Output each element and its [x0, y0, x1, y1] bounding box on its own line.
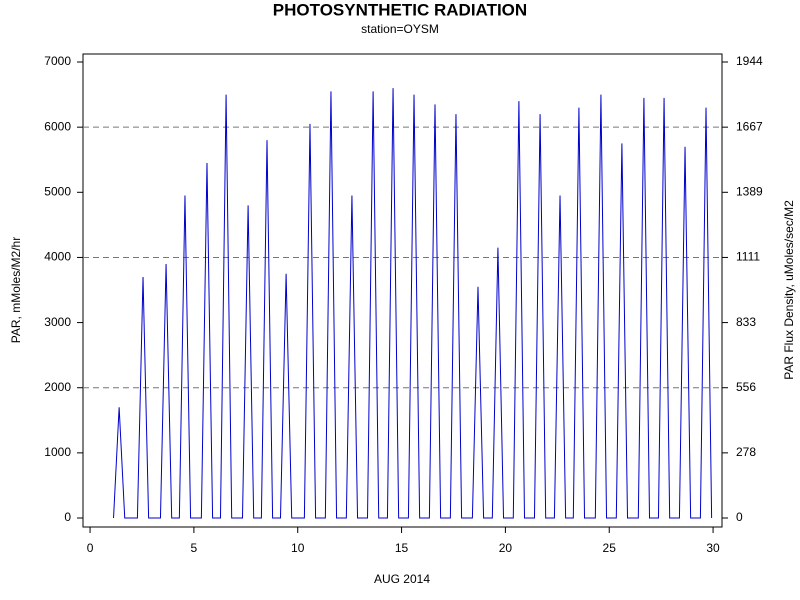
- x-tick-label: 5: [191, 541, 198, 555]
- chart-subtitle: station=OYSM: [361, 22, 439, 36]
- chart-title: PHOTOSYNTHETIC RADIATION: [273, 0, 527, 19]
- y2-tick-label: 1667: [736, 119, 763, 133]
- y-tick-label: 5000: [44, 184, 71, 198]
- x-tick-label: 25: [603, 541, 617, 555]
- y2-tick-label: 0: [736, 510, 743, 524]
- x-tick-label: 20: [499, 541, 513, 555]
- x-axis-label: AUG 2014: [374, 572, 430, 586]
- y-axis-label: PAR, mMoles/M2/hr: [9, 237, 23, 343]
- y2-tick-label: 833: [736, 315, 756, 329]
- x-tick-label: 30: [706, 541, 720, 555]
- x-tick-label: 0: [87, 541, 94, 555]
- y-tick-label: 0: [64, 510, 71, 524]
- y-tick-label: 2000: [44, 380, 71, 394]
- plot-frame: [82, 53, 723, 528]
- y2-tick-label: 556: [736, 380, 756, 394]
- y2-tick-label: 278: [736, 445, 756, 459]
- y2-axis-label: PAR Flux Density, uMoles/sec/M2: [782, 200, 796, 380]
- y-tick-label: 4000: [44, 250, 71, 264]
- y-tick-label: 7000: [44, 54, 71, 68]
- y-tick-label: 3000: [44, 315, 71, 329]
- x-tick-label: 10: [291, 541, 305, 555]
- y2-tick-label: 1944: [736, 54, 763, 68]
- y-tick-label: 6000: [44, 119, 71, 133]
- y-tick-label: 1000: [44, 445, 71, 459]
- y2-tick-label: 1111: [736, 250, 760, 264]
- y2-tick-label: 1389: [736, 184, 763, 198]
- data-line: [113, 88, 713, 519]
- x-tick-label: 15: [395, 541, 409, 555]
